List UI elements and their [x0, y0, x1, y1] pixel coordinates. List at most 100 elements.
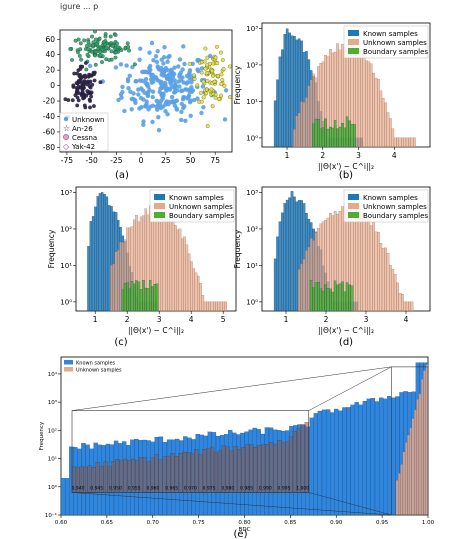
- histogram-bar: [389, 265, 392, 312]
- inset-bar: [296, 428, 301, 493]
- histogram-bar: [413, 137, 416, 148]
- histogram-bar: [345, 116, 349, 148]
- scatter-point-yak-42: [192, 76, 197, 81]
- histogram-bar-known: [366, 398, 371, 516]
- histogram-bar: [281, 49, 284, 148]
- x-tick-label: 0.65: [101, 520, 114, 526]
- scatter-point-unknown: [122, 108, 127, 114]
- legend-swatch: [348, 48, 359, 54]
- scatter-point-an-26: [80, 81, 85, 86]
- x-tick-label: 75: [210, 156, 220, 165]
- inset-tick-label: 0.990: [259, 485, 272, 491]
- histogram-bar: [278, 56, 282, 148]
- x-tick-labels: -75 -50 -25 0 25 50 75: [61, 152, 220, 165]
- histogram-bar-unknown: [400, 464, 403, 516]
- scatter-point-cessna: [132, 62, 137, 67]
- scatter-point-cessna: [100, 60, 104, 65]
- scatter-point-unknown: [185, 80, 190, 85]
- scatter-point-an-26: [75, 95, 80, 100]
- scatter-point-unknown: [187, 87, 192, 92]
- histogram-bar-unknown: [418, 393, 422, 516]
- histogram-bar: [181, 238, 184, 312]
- panel-label: (e): [234, 529, 248, 539]
- scatter-point-unknown: [188, 113, 193, 119]
- panel-label: (c): [114, 337, 127, 348]
- histogram-bar: [105, 196, 109, 312]
- histogram-bar: [281, 212, 284, 312]
- scatter-point-unknown: [163, 109, 168, 114]
- x-tick-label: 4: [189, 315, 194, 324]
- scatter-point-yak-42: [211, 73, 215, 78]
- y-tick-label: -20: [43, 97, 55, 106]
- scatter-point-an-26: [88, 99, 93, 103]
- legend-label-yak42: Yak-42: [71, 143, 95, 151]
- histogram-bar-known: [350, 404, 355, 516]
- histogram-bar: [307, 246, 311, 312]
- scatter-point-unknown: [158, 105, 164, 111]
- y-tick-label: 10⁻¹: [45, 512, 57, 519]
- scatter-point-an-26: [83, 73, 88, 78]
- scatter-point-unknown: [131, 91, 136, 96]
- histogram-bar-known: [346, 407, 351, 516]
- histogram-bar: [219, 301, 223, 312]
- inset-bar: [158, 459, 163, 493]
- legend-label-unknown: Unknown: [72, 116, 105, 124]
- scatter-point-cessna: [110, 44, 115, 49]
- legend-marker-unknown: [63, 116, 69, 122]
- histogram-bar: [408, 301, 411, 312]
- inset-tick-label: 0.960: [146, 485, 159, 491]
- y-tick-label: -80: [43, 143, 55, 152]
- x-tick-label: 1: [284, 315, 289, 324]
- histogram-bar: [357, 49, 361, 148]
- scatter-point-unknown: [139, 105, 144, 110]
- histogram-bar: [146, 288, 150, 312]
- histogram-bar: [302, 101, 306, 148]
- histogram-bar: [393, 274, 397, 312]
- scatter-point-cessna: [85, 52, 90, 57]
- scatter-point-unknown: [177, 57, 183, 62]
- histogram-bar: [103, 194, 106, 312]
- x-tick-label: 4: [404, 315, 409, 324]
- inset-bar: [273, 444, 278, 493]
- scatter-point-cessna: [97, 36, 102, 41]
- scatter-point-cessna: [98, 49, 103, 54]
- histogram-bar: [160, 213, 163, 312]
- zoom-box: [390, 366, 429, 516]
- zoom-connector: [308, 492, 392, 516]
- histogram-bar: [217, 301, 221, 312]
- histogram-bar-unknown: [395, 480, 399, 516]
- scatter-point-yak-42: [195, 83, 200, 88]
- y-tick-label: 10¹: [246, 98, 258, 106]
- scatter-point-unknown: [126, 86, 131, 91]
- histogram-bar: [396, 282, 399, 312]
- histogram-bar-known: [330, 412, 335, 516]
- inset-bar: [249, 444, 254, 493]
- zoom-inset: 0.940 0.945 0.950 0.955 0.960 0.965 0.970 0.975…: [72, 410, 309, 493]
- histogram-bar: [201, 295, 205, 312]
- scatter-point-unknown: [179, 117, 184, 123]
- histogram-bar: [213, 301, 216, 312]
- inset-bar: [292, 431, 297, 493]
- y-tick-label: -40: [43, 112, 55, 121]
- y-tick-labels: 60 40 20 0 -20 -40 -60 -80: [43, 35, 60, 152]
- inset-bar: [178, 453, 183, 493]
- scatter-point-yak-42: [228, 64, 232, 69]
- histogram-bar: [324, 118, 327, 148]
- histogram-bar-unknown: [407, 434, 410, 516]
- scatter-point-unknown: [181, 80, 186, 85]
- scatter-point-unknown: [156, 115, 161, 120]
- scatter-point-yak-42: [204, 71, 209, 76]
- scatter-point-yak-42: [219, 93, 224, 98]
- scatter-point-unknown: [124, 63, 129, 68]
- y-tick-label: 10⁰: [48, 484, 58, 491]
- histogram-bar: [116, 250, 120, 312]
- x-tick-label: 0.60: [55, 520, 68, 526]
- scatter-point-unknown: [174, 106, 179, 111]
- histogram-bar: [312, 123, 315, 148]
- scatter-point-cessna: [127, 48, 131, 53]
- scatter-point-yak-42: [191, 73, 196, 78]
- histogram-bar: [369, 63, 373, 148]
- histogram-bar: [403, 137, 407, 148]
- histogram-bar: [348, 120, 351, 148]
- scatter-point-unknown: [167, 53, 172, 59]
